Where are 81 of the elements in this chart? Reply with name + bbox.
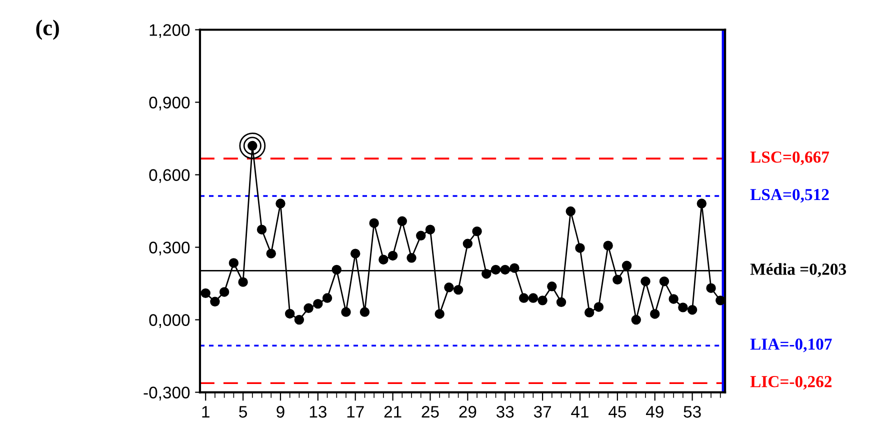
point	[622, 260, 632, 270]
chart-title: (c)	[36, 20, 59, 40]
y-tick-label: 0,900	[149, 96, 190, 110]
point	[594, 302, 604, 312]
point	[210, 296, 220, 307]
point	[276, 198, 286, 208]
x-tick-label: 29	[459, 406, 476, 418]
x-tick-label: 37	[534, 406, 551, 418]
point	[228, 258, 239, 268]
point	[556, 297, 566, 307]
point	[200, 288, 210, 298]
point	[256, 224, 267, 234]
ref-line-label: LSC=0,667	[750, 151, 830, 166]
point	[313, 298, 323, 309]
point	[350, 248, 360, 258]
point	[434, 309, 444, 319]
ref-line-label: Média =0,203	[750, 263, 846, 278]
point	[322, 293, 332, 303]
point	[612, 274, 622, 285]
x-tick-label: 9	[276, 406, 284, 418]
y-tick-label: 0,000	[149, 314, 190, 328]
point	[378, 254, 388, 264]
point	[650, 309, 660, 319]
point	[360, 307, 370, 317]
point	[341, 307, 351, 317]
point	[640, 276, 650, 286]
x-tick-label: 33	[496, 406, 514, 418]
point	[603, 240, 613, 250]
point	[566, 206, 576, 216]
point	[547, 282, 557, 292]
point	[716, 296, 726, 306]
x-tick-label: 17	[347, 406, 364, 418]
x-tick-label: 13	[310, 406, 326, 418]
point	[388, 250, 398, 261]
point	[500, 264, 510, 275]
x-tick-label: 1	[202, 406, 210, 418]
x-tick-label: 41	[571, 406, 588, 418]
x-tick-label: 53	[684, 406, 701, 418]
point	[304, 303, 314, 314]
point	[453, 284, 464, 295]
x-tick-label: 21	[384, 406, 402, 418]
point	[510, 263, 520, 273]
point	[238, 277, 248, 287]
point	[472, 226, 482, 236]
point	[416, 230, 426, 241]
point	[444, 282, 454, 292]
point	[482, 268, 492, 279]
point	[462, 238, 473, 248]
y-tick-label: 0,300	[149, 242, 190, 256]
y-tick-label: 0,600	[149, 169, 190, 183]
point	[584, 308, 594, 318]
point	[575, 243, 585, 253]
point	[266, 248, 276, 258]
x-tick-label: 5	[239, 406, 247, 418]
point	[668, 294, 678, 304]
point	[518, 293, 529, 303]
ref-line-label: LIA=-0,107	[750, 338, 832, 352]
point	[687, 305, 698, 315]
point	[706, 283, 716, 293]
point	[678, 302, 688, 312]
y-tick-label: 1,200	[150, 24, 190, 38]
point	[219, 287, 230, 297]
point	[425, 224, 436, 234]
x-tick-label: 49	[646, 406, 664, 418]
point	[369, 218, 379, 228]
point	[631, 314, 642, 325]
ref-line-label: LSA=0,512	[750, 188, 829, 203]
point	[490, 264, 501, 275]
y-tick-label: -0,300	[144, 386, 190, 400]
point	[397, 216, 408, 226]
point	[406, 253, 416, 263]
x-tick-label: 45	[608, 406, 626, 418]
point	[284, 308, 295, 319]
point	[528, 293, 538, 303]
point	[659, 276, 670, 286]
point	[332, 264, 342, 275]
point	[294, 314, 304, 325]
x-tick-label: 25	[422, 406, 439, 418]
point	[696, 198, 707, 208]
point	[538, 296, 548, 306]
ref-line-label: LIC=-0,262	[750, 376, 832, 390]
